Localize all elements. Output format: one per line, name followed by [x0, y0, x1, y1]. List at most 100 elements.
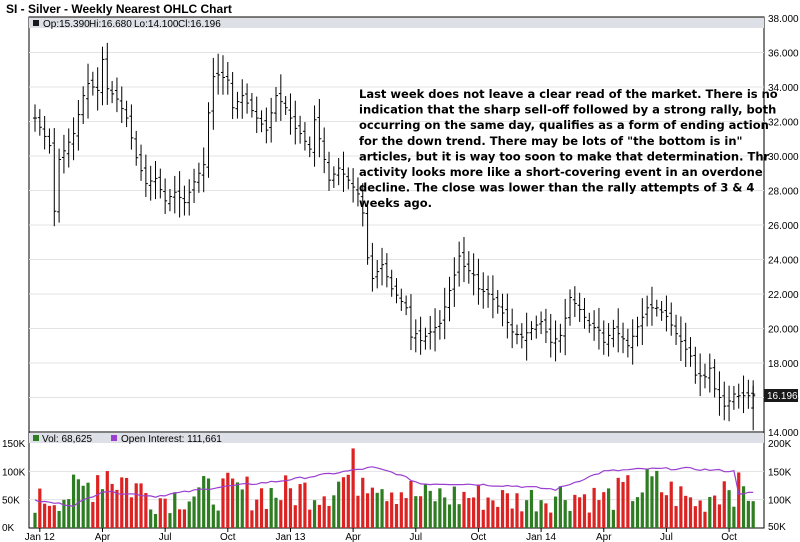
ohlc-bar	[375, 260, 380, 289]
ohlc-bar	[163, 178, 168, 214]
volume-bar	[597, 500, 601, 528]
x-tick-label: Jul	[660, 532, 673, 542]
volume-bar	[62, 499, 66, 528]
ohlc-bar	[476, 258, 481, 305]
ohlc-bar	[249, 92, 254, 118]
ohlc-bar	[177, 171, 182, 218]
volume-bar	[491, 500, 495, 528]
ohlc-bar	[100, 46, 105, 106]
volume-bar	[269, 488, 273, 528]
ohlc-bar	[380, 247, 385, 286]
volume-legend-swatch	[33, 435, 39, 441]
volume-bar	[558, 486, 562, 528]
volume-bar	[231, 478, 235, 528]
volume-bar	[168, 513, 172, 528]
volume-bar	[539, 500, 543, 528]
ohlc-bar	[558, 323, 563, 353]
price-tick-label: 30.000	[768, 152, 799, 163]
ohlc-bar	[611, 319, 616, 348]
volume-bar	[640, 492, 644, 528]
oi-tick-label: 200K	[768, 439, 792, 450]
annotation-line: articles, but it is way too soon to make…	[359, 149, 770, 163]
ohlc-bar	[278, 74, 283, 121]
volume-bar	[722, 481, 726, 528]
ohlc-bar	[259, 110, 264, 133]
volume-bar	[129, 497, 133, 528]
volume-bar	[746, 500, 750, 528]
oi-tick-label: 150K	[768, 467, 792, 478]
x-tick-label: Apr	[95, 532, 111, 542]
volume-bar	[655, 470, 659, 528]
volume-bar	[404, 498, 408, 528]
ohlc-bar	[495, 290, 500, 314]
volume-bar	[332, 495, 336, 528]
ohlc-bar	[192, 168, 197, 204]
volume-bar	[317, 504, 321, 528]
ohlc-bar	[515, 324, 519, 345]
volume-bar	[226, 472, 230, 528]
last-price-marker: 16.196	[764, 389, 798, 402]
volume-bar	[52, 505, 56, 528]
ohlc-bar	[346, 167, 351, 190]
volume-bar	[380, 489, 384, 528]
ohlc-bar	[110, 80, 115, 104]
volume-bar	[57, 510, 61, 528]
ohlc-bar	[621, 322, 626, 354]
ohlc-bar	[548, 313, 553, 358]
ohlc-bar	[630, 319, 635, 365]
volume-bar	[303, 482, 307, 528]
annotation-line: occurring on the same day, qualifies as …	[359, 118, 769, 132]
volume-bar	[751, 501, 755, 528]
x-tick-label: Oct	[721, 532, 737, 542]
ohlc-bar	[543, 308, 548, 344]
volume-bar	[684, 495, 688, 528]
ohlc-bar	[119, 86, 124, 124]
volume-bar	[361, 477, 365, 528]
ohlc-bar	[274, 86, 278, 122]
annotation-line: indication that the sharp sell-off follo…	[359, 103, 776, 117]
ohlc-bar	[389, 269, 394, 297]
volume-bar	[43, 503, 47, 528]
volume-bar	[375, 492, 379, 528]
volume-bar	[467, 498, 471, 528]
volume-bar	[197, 487, 201, 528]
ohlc-bar	[153, 161, 158, 200]
ohlc-bar	[490, 275, 495, 319]
ohlc-bar	[654, 299, 659, 317]
volume-bar	[91, 501, 95, 528]
annotation-text: Last week does not leave a clear read of…	[359, 87, 778, 210]
volume-bar	[221, 478, 225, 528]
x-axis-labels: Jan 12 Apr Jul Oct Jan 13 Apr Jul Oct Jan 14 Apr J…	[25, 528, 737, 542]
ohlc-bar	[563, 298, 568, 356]
volume-bar	[178, 509, 182, 528]
ohlc-bar	[674, 314, 679, 346]
ohlc-bar	[288, 93, 293, 135]
price-axis: 38.000 36.000 34.000 32.000 30.000 28.000 26.0…	[768, 14, 799, 439]
header-open: Op:15.390	[43, 19, 90, 30]
header-low: Lo:14.100	[134, 19, 179, 30]
ohlc-bar	[240, 79, 245, 119]
ohlc-bar	[225, 61, 230, 95]
volume-bar	[626, 475, 630, 528]
ohlc-bar	[143, 154, 148, 197]
volume-bar	[346, 474, 350, 528]
ohlc-bar	[442, 287, 447, 340]
ohlc-bar	[293, 100, 298, 145]
volume-bar	[645, 468, 649, 528]
ohlc-bar	[731, 385, 736, 410]
ohlc-bar	[688, 337, 693, 367]
price-tick-label: 28.000	[768, 187, 799, 198]
volume-bar	[717, 504, 722, 528]
ohlc-bar	[139, 144, 144, 181]
ohlc-bar	[437, 310, 442, 340]
oi-tick-label: 100K	[768, 496, 792, 507]
volume-bar	[486, 497, 490, 528]
ohlc-bar	[182, 185, 187, 216]
volume-bar	[438, 488, 442, 528]
oi-tick-label: 50K	[768, 522, 786, 533]
price-tick-label: 26.000	[768, 221, 799, 232]
volume-bar	[462, 491, 466, 528]
volume-bar	[284, 475, 288, 528]
volume-tick-label: 50K	[2, 496, 20, 507]
volume-bar	[356, 495, 360, 528]
